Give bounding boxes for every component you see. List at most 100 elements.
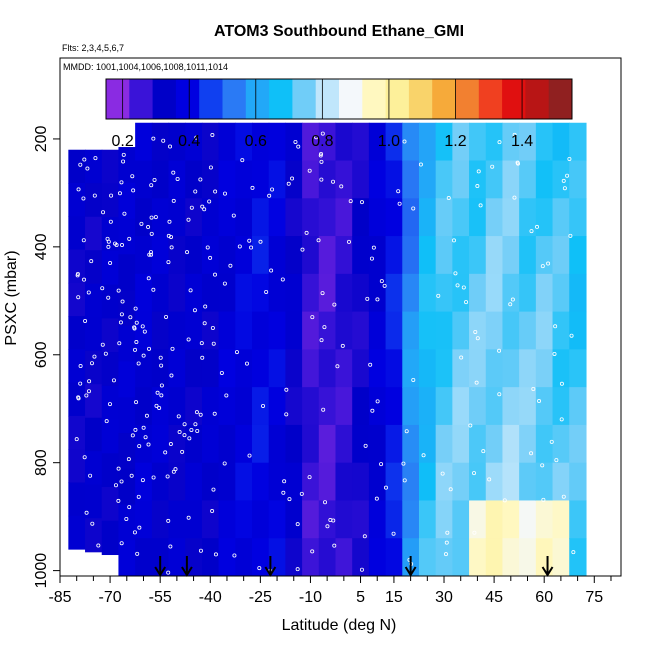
heatmap-cell (502, 349, 520, 388)
heatmap-cell (268, 122, 287, 162)
observation-point (222, 191, 227, 196)
heatmap-cell (85, 250, 103, 285)
heatmap-cell (469, 236, 487, 275)
observation-point (134, 400, 139, 405)
observation-point (81, 196, 86, 201)
observation-point (177, 430, 182, 435)
heatmap-cell (285, 387, 303, 426)
observation-point (166, 570, 171, 575)
heatmap-cell (519, 349, 537, 388)
observation-point (461, 285, 466, 290)
heatmap-cell (569, 387, 587, 426)
observation-point (448, 487, 453, 492)
observation-point (89, 259, 94, 264)
colorbar-frame (105, 78, 573, 120)
observation-point (269, 268, 274, 273)
observation-point (167, 219, 172, 224)
observation-point (105, 236, 110, 241)
heatmap-cell (218, 236, 236, 275)
heatmap-cell (318, 160, 337, 199)
heatmap-cell (201, 500, 220, 539)
heatmap-cell (385, 500, 403, 539)
observation-point (104, 419, 109, 424)
observation-point (140, 324, 145, 329)
heatmap-cell (68, 149, 86, 184)
heatmap-cell (318, 198, 337, 237)
colorbar-segment (222, 79, 247, 119)
observation-point (166, 260, 171, 265)
heatmap-cell (519, 500, 537, 539)
heatmap-cell (101, 149, 120, 185)
heatmap-cell (285, 462, 303, 502)
heatmap-cell (68, 349, 86, 384)
observation-point (396, 189, 401, 194)
observation-point (549, 439, 554, 444)
heatmap-cell (569, 311, 587, 350)
heatmap-cell (402, 349, 420, 388)
heatmap-cell (68, 449, 86, 484)
x-tick-label: 75 (585, 589, 603, 606)
observation-point (198, 412, 203, 417)
observation-point (111, 378, 116, 383)
plot-frame (59, 57, 622, 577)
heatmap-cell (268, 198, 287, 237)
heatmap-cell (101, 217, 120, 252)
observation-point (159, 363, 164, 368)
observation-point (565, 173, 570, 178)
observation-point (149, 215, 154, 220)
observation-point (468, 423, 473, 428)
observation-point (84, 393, 89, 398)
heatmap-cell (218, 349, 236, 388)
heatmap-cell (335, 349, 353, 388)
heatmap-cell (218, 462, 236, 502)
heatmap-cell (418, 349, 437, 388)
heatmap-cell (368, 349, 387, 388)
heatmap-cell (252, 122, 270, 162)
observation-point (569, 333, 574, 338)
heatmap-cell (185, 198, 203, 237)
heatmap-cell (268, 236, 287, 275)
heatmap-cell (218, 273, 236, 313)
observation-point (365, 296, 370, 301)
observation-point (130, 174, 135, 179)
observation-point (198, 548, 203, 553)
observation-point (391, 531, 396, 536)
observation-point (472, 530, 477, 535)
heatmap-cell (352, 349, 370, 388)
heatmap-cell (485, 236, 504, 275)
heatmap-cell (135, 387, 153, 426)
observation-point (159, 393, 164, 398)
heatmap-cell (68, 482, 86, 517)
heatmap-cell (469, 387, 487, 426)
observation-point (369, 256, 374, 261)
observation-point (310, 549, 315, 554)
observation-point (228, 263, 233, 268)
observation-point (222, 461, 227, 466)
heatmap-cell (569, 500, 587, 539)
heatmap-cell (151, 387, 170, 426)
observation-point (136, 361, 141, 366)
y-tick-label: 800 (33, 449, 50, 476)
observation-point (163, 450, 168, 455)
observation-point (421, 453, 426, 458)
heatmap-layer (68, 122, 587, 576)
x-tick-label: -70 (99, 589, 122, 606)
heatmap-cell (235, 198, 253, 237)
observation-point (562, 186, 567, 191)
heatmap-cell (368, 236, 387, 275)
heatmap-cell (485, 538, 504, 576)
observation-point (133, 427, 138, 432)
heatmap-cell (519, 236, 537, 275)
observation-point (203, 304, 208, 309)
heatmap-cell (68, 316, 86, 350)
observation-point (187, 436, 192, 441)
heatmap-cell (552, 387, 570, 426)
profile-markers (154, 556, 554, 577)
observation-point (320, 131, 325, 136)
observation-point (149, 183, 154, 188)
heatmap-cell (569, 349, 587, 388)
y-tick-label: 400 (33, 233, 50, 260)
heatmap-cell (352, 160, 370, 199)
heatmap-cell (335, 500, 353, 539)
heatmap-cell (435, 160, 453, 199)
